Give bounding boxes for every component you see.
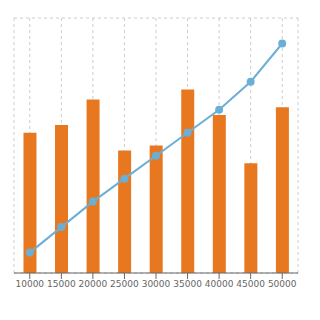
svg-text:45000: 45000 <box>236 279 265 289</box>
svg-text:35000: 35000 <box>173 279 202 289</box>
svg-text:10000: 10000 <box>15 279 44 289</box>
svg-text:30000: 30000 <box>142 279 171 289</box>
svg-text:20000: 20000 <box>79 279 108 289</box>
svg-text:50000: 50000 <box>268 279 297 289</box>
svg-text:15000: 15000 <box>47 279 76 289</box>
svg-text:25000: 25000 <box>110 279 139 289</box>
svg-text:40000: 40000 <box>205 279 234 289</box>
